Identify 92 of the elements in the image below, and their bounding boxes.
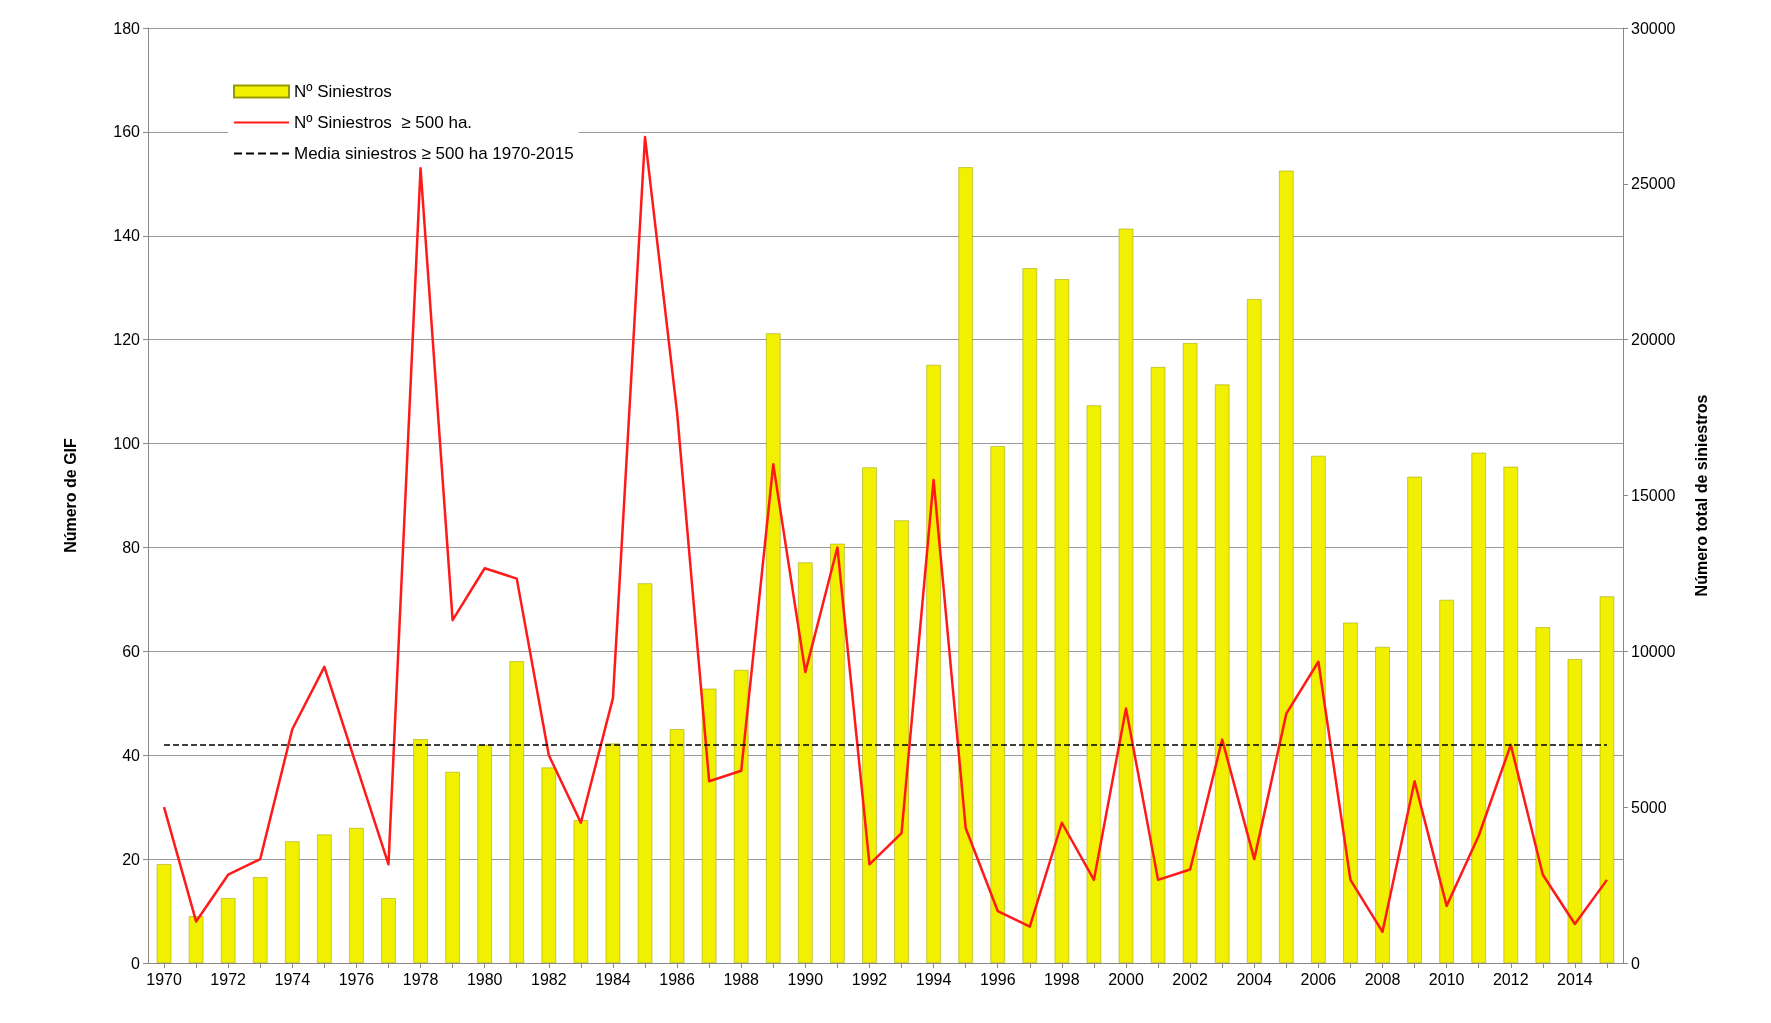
bar bbox=[1567, 659, 1583, 963]
bar bbox=[1535, 627, 1551, 963]
line-series bbox=[162, 135, 1609, 934]
bar bbox=[349, 828, 364, 963]
x-tick-label: 1986 bbox=[659, 970, 695, 988]
bar bbox=[1150, 367, 1166, 963]
bar bbox=[1599, 596, 1615, 963]
x-tick-label: 1978 bbox=[402, 970, 439, 988]
x-tick-label: 1994 bbox=[915, 970, 952, 988]
bar bbox=[926, 364, 941, 963]
bar bbox=[509, 661, 524, 963]
x-tick-label: 2012 bbox=[1492, 970, 1529, 988]
bar bbox=[1054, 279, 1070, 963]
legend-label: Nº Siniestros ≥ 500 ha. bbox=[294, 113, 473, 132]
bar bbox=[253, 877, 268, 963]
x-tick-label: 2010 bbox=[1428, 970, 1465, 988]
bar bbox=[1407, 476, 1422, 963]
y2-tick-label: 0 bbox=[1631, 954, 1640, 972]
y2-tick-label: 20000 bbox=[1631, 331, 1676, 349]
x-tick-label: 1990 bbox=[787, 970, 824, 988]
bar bbox=[1503, 466, 1518, 963]
bar bbox=[285, 841, 300, 963]
x-tick-label: 1972 bbox=[210, 970, 247, 988]
x-tick-label: 1984 bbox=[595, 970, 631, 988]
y-tick-label: 100 bbox=[113, 435, 141, 453]
x-tick-label: 1980 bbox=[466, 970, 503, 988]
bar bbox=[894, 520, 909, 963]
bar bbox=[733, 670, 749, 963]
bar bbox=[317, 834, 332, 963]
x-tick-label: 2002 bbox=[1172, 970, 1209, 988]
bar bbox=[605, 743, 621, 963]
y-axis-title: Número de GIF bbox=[61, 437, 79, 553]
bar bbox=[445, 771, 460, 963]
y-tick-label: 60 bbox=[122, 642, 141, 660]
legend-label: Nº Siniestros bbox=[294, 82, 392, 101]
y2-tick-label: 30000 bbox=[1631, 19, 1676, 37]
bar bbox=[1375, 646, 1390, 963]
bar bbox=[1279, 170, 1294, 963]
bar bbox=[798, 562, 813, 963]
y-tick-label: 160 bbox=[113, 123, 141, 141]
x-tick-label: 2004 bbox=[1236, 970, 1273, 988]
bar bbox=[990, 446, 1005, 963]
y-tick-label: 40 bbox=[122, 746, 141, 764]
bar bbox=[477, 744, 492, 963]
y-tick-label: 80 bbox=[122, 538, 141, 556]
bar bbox=[958, 167, 973, 963]
bar bbox=[1182, 343, 1198, 963]
y2-tick-label: 15000 bbox=[1631, 487, 1676, 504]
bar bbox=[1118, 228, 1134, 963]
bar bbox=[1214, 384, 1230, 963]
y-tick-label: 180 bbox=[113, 19, 141, 37]
bar bbox=[862, 467, 877, 963]
bar bbox=[381, 898, 396, 963]
x-tick-label: 1996 bbox=[979, 970, 1016, 988]
bar bbox=[669, 729, 685, 963]
x-tick-label: 1976 bbox=[338, 970, 375, 988]
bar bbox=[573, 820, 589, 963]
bar bbox=[1086, 405, 1102, 963]
y2-tick-label: 5000 bbox=[1631, 798, 1667, 816]
x-tick-label: 2014 bbox=[1557, 970, 1593, 988]
bar bbox=[220, 898, 236, 963]
y-tick-label: 20 bbox=[122, 850, 141, 868]
bar bbox=[701, 688, 717, 963]
x-tick-label: 1974 bbox=[274, 970, 311, 988]
bar bbox=[541, 767, 557, 963]
bar bbox=[1343, 622, 1358, 963]
bar bbox=[1471, 452, 1486, 963]
y-tick-label: 120 bbox=[113, 331, 141, 349]
x-tick-label: 2006 bbox=[1300, 970, 1337, 988]
bar bbox=[188, 916, 204, 963]
x-tick-label: 2008 bbox=[1364, 970, 1401, 988]
y2-axis-title: Número total de siniestros bbox=[1692, 394, 1710, 597]
bar bbox=[637, 583, 653, 963]
x-tick-label: 1998 bbox=[1044, 970, 1080, 988]
bar bbox=[156, 864, 172, 963]
bar bbox=[1022, 268, 1038, 963]
bar bbox=[830, 543, 845, 963]
bar bbox=[766, 333, 781, 963]
bar bbox=[1311, 455, 1326, 963]
bar bbox=[1439, 599, 1454, 963]
x-tick-label: 2000 bbox=[1108, 970, 1144, 988]
x-tick-label: 1982 bbox=[531, 970, 567, 988]
y-tick-label: 140 bbox=[113, 227, 141, 245]
legend-label: Media siniestros ≥ 500 ha 1970-2015 bbox=[294, 144, 574, 163]
x-tick-label: 1988 bbox=[723, 970, 760, 988]
y2-tick-label: 25000 bbox=[1631, 175, 1676, 193]
x-tick-label: 1992 bbox=[851, 970, 888, 988]
bar bbox=[413, 739, 428, 963]
x-tick-label: 1970 bbox=[146, 970, 182, 988]
bar bbox=[1247, 299, 1262, 963]
y2-tick-label: 10000 bbox=[1631, 642, 1676, 660]
y-tick-label: 0 bbox=[131, 954, 141, 972]
